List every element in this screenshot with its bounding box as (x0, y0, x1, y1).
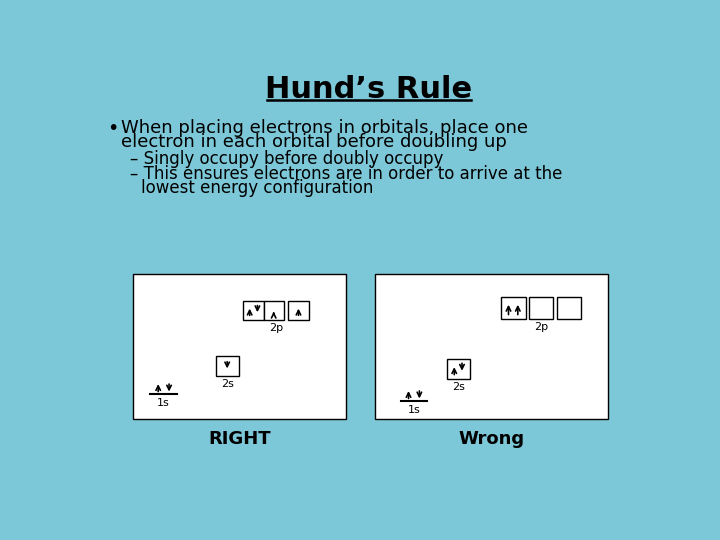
Text: 2p: 2p (534, 322, 548, 332)
Text: When placing electrons in orbitals, place one: When placing electrons in orbitals, plac… (121, 119, 528, 137)
Bar (132, 274, 346, 419)
Text: RIGHT: RIGHT (208, 430, 271, 448)
Bar (243, 301, 264, 320)
Bar (528, 298, 554, 319)
Bar (215, 356, 239, 376)
Text: 2s: 2s (451, 382, 464, 392)
Text: •: • (107, 119, 118, 138)
Text: 1s: 1s (408, 405, 420, 415)
Text: lowest energy configuration: lowest energy configuration (141, 179, 374, 197)
Text: 1s: 1s (157, 398, 170, 408)
Bar (375, 274, 608, 419)
Text: Wrong: Wrong (459, 430, 524, 448)
Text: Hund’s Rule: Hund’s Rule (266, 75, 472, 104)
Text: electron in each orbital before doubling up: electron in each orbital before doubling… (121, 132, 507, 151)
Bar (289, 301, 309, 320)
Text: 2p: 2p (269, 323, 283, 333)
Text: 2s: 2s (221, 379, 233, 389)
Text: – This ensures electrons are in order to arrive at the: – This ensures electrons are in order to… (130, 165, 562, 183)
Bar (446, 359, 469, 379)
Text: – Singly occupy before doubly occupy: – Singly occupy before doubly occupy (130, 150, 444, 167)
Bar (500, 298, 526, 319)
Bar (264, 301, 284, 320)
Bar (557, 298, 581, 319)
